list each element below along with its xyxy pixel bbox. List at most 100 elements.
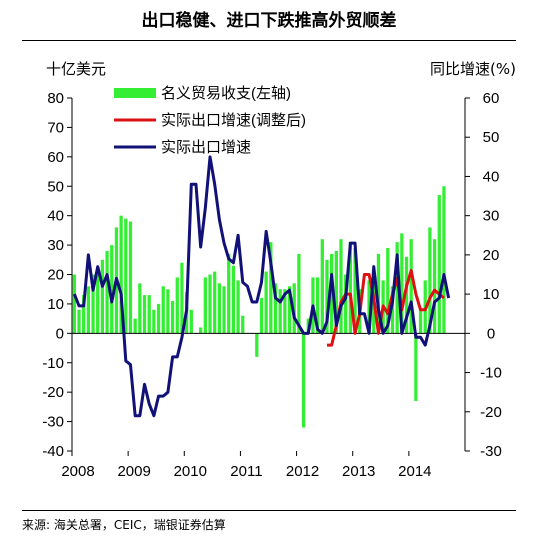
right-tick-label: 20 xyxy=(483,247,500,264)
top-rule xyxy=(22,40,516,41)
bar xyxy=(414,333,418,401)
axes-group: -40 -30 -20 -10 0 10 20 30 40 50 60 70 80 -30 -20 -10 0 1… xyxy=(42,90,502,480)
legend-label: 实际出口增速 xyxy=(161,139,251,156)
bar xyxy=(227,253,231,334)
bottom-rule xyxy=(22,510,516,511)
bar xyxy=(222,286,226,334)
bar xyxy=(320,239,324,334)
bar xyxy=(297,253,301,334)
legend-swatch-bar xyxy=(114,88,156,98)
bar xyxy=(241,315,245,334)
bar xyxy=(236,280,240,334)
bar xyxy=(147,295,151,334)
bar xyxy=(301,333,306,428)
export-growth-line xyxy=(72,155,451,418)
left-tick-label: 10 xyxy=(47,296,64,313)
x-tick-label: 2013 xyxy=(342,463,375,480)
left-tick-label: 40 xyxy=(47,208,64,225)
right-tick-label: -20 xyxy=(480,404,502,421)
x-tick-label: 2011 xyxy=(230,463,262,480)
bar xyxy=(138,283,142,334)
bar xyxy=(269,242,273,334)
left-tick-label: -30 xyxy=(42,414,64,431)
bar xyxy=(105,250,109,334)
left-tick-label: 60 xyxy=(47,149,64,166)
bar xyxy=(255,333,259,357)
source-note: 来源: 海关总署，CEIC，瑞银证券估算 xyxy=(22,518,226,532)
bar xyxy=(156,303,161,334)
bar xyxy=(273,283,278,334)
left-tick-label: 30 xyxy=(47,237,64,254)
bar xyxy=(86,286,91,334)
bar xyxy=(259,298,264,334)
bar xyxy=(292,283,296,334)
bar xyxy=(376,253,381,334)
legend: 名义贸易收支(左轴) 实际出口增速(调整后) 实际出口增速 xyxy=(114,85,306,156)
bar xyxy=(100,259,105,334)
right-tick-label: -10 xyxy=(480,365,502,382)
bar xyxy=(390,286,395,334)
left-tick-label: 20 xyxy=(47,267,64,284)
bar xyxy=(287,286,292,334)
bar xyxy=(344,274,348,334)
bar xyxy=(437,195,441,334)
right-tick-label: 10 xyxy=(483,286,500,303)
bar xyxy=(189,309,193,334)
left-tick-label: -20 xyxy=(42,384,64,401)
right-tick-label: -30 xyxy=(480,443,502,460)
bar xyxy=(110,245,114,334)
bar xyxy=(367,280,371,334)
bar xyxy=(386,248,390,334)
bar xyxy=(72,274,76,334)
bar xyxy=(315,277,320,334)
bar xyxy=(278,289,282,334)
bar xyxy=(180,262,184,334)
x-tick-label: 2010 xyxy=(174,463,207,480)
bar xyxy=(166,289,170,334)
bar xyxy=(231,265,236,334)
bar xyxy=(96,274,100,334)
bar xyxy=(409,239,413,334)
bar xyxy=(432,239,437,334)
left-tick-label: 0 xyxy=(56,325,64,342)
bar xyxy=(82,295,86,334)
bar xyxy=(442,186,446,334)
bar xyxy=(264,271,268,334)
bar xyxy=(348,242,353,334)
bar xyxy=(334,250,338,334)
left-tick-label: 80 xyxy=(47,90,64,107)
x-tick-label: 2009 xyxy=(117,463,150,480)
left-tick-label: 70 xyxy=(47,119,64,136)
bar xyxy=(353,248,357,334)
bar xyxy=(77,309,81,334)
bar xyxy=(283,289,287,334)
bar xyxy=(208,274,212,334)
legend-label: 实际出口增速(调整后) xyxy=(161,112,306,129)
bar xyxy=(91,274,95,334)
x-tick-label: 2012 xyxy=(286,463,319,480)
bar xyxy=(152,309,156,334)
bar xyxy=(330,253,334,334)
bar xyxy=(199,327,203,334)
bar xyxy=(133,318,137,334)
right-tick-label: 0 xyxy=(487,325,495,342)
bar xyxy=(142,295,147,334)
bar xyxy=(217,283,222,334)
bar xyxy=(339,239,343,334)
bar xyxy=(170,300,175,334)
left-tick-label: -40 xyxy=(42,443,64,460)
bar xyxy=(325,259,329,334)
line-series xyxy=(72,155,451,418)
bar xyxy=(400,233,404,334)
legend-label: 名义贸易收支(左轴) xyxy=(161,85,291,102)
bar xyxy=(128,221,133,334)
right-tick-label: 40 xyxy=(483,168,500,185)
bar xyxy=(213,271,217,334)
bar xyxy=(161,286,165,334)
bar xyxy=(124,218,128,334)
left-tick-label: 50 xyxy=(47,178,64,195)
bar xyxy=(428,227,432,334)
right-tick-label: 50 xyxy=(483,129,500,146)
left-tick-label: -10 xyxy=(42,355,64,372)
